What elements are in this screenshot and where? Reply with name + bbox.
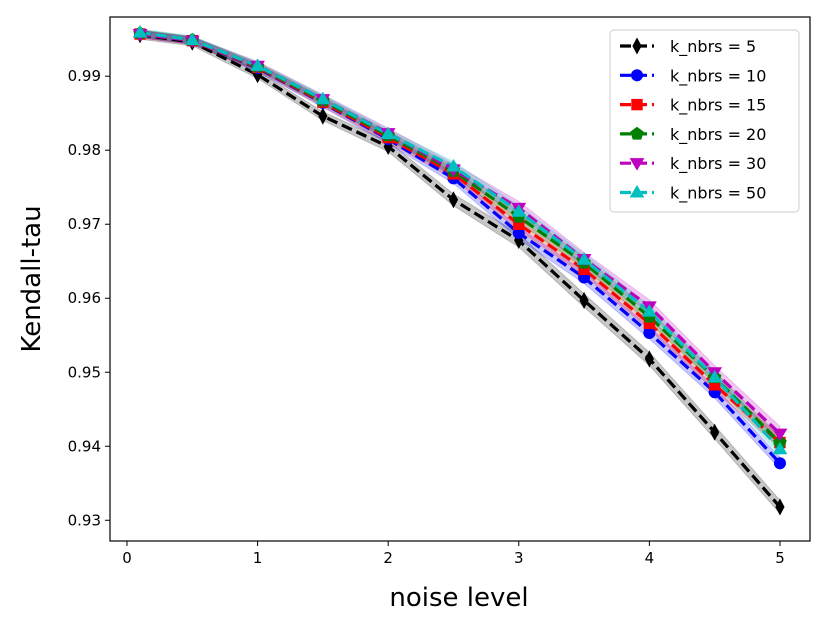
- data-point: [446, 159, 461, 172]
- legend-label: k_nbrs = 50: [670, 184, 766, 204]
- data-point: [775, 498, 785, 516]
- data-point: [511, 204, 527, 217]
- series-band-5: [139, 28, 781, 457]
- data-point: [710, 423, 720, 441]
- series-markers: [132, 25, 788, 516]
- data-point: [644, 350, 654, 368]
- legend-label: k_nbrs = 5: [670, 37, 756, 57]
- legend-frame: [609, 29, 800, 213]
- x-axis-label: noise level: [389, 583, 528, 613]
- data-point: [318, 107, 328, 125]
- legend-marker: [631, 98, 643, 111]
- plot-frame: [109, 16, 811, 542]
- legend: k_nbrs = 5 k_nbrs = 10 k_nbrs = 15 k_nbrs =…: [609, 29, 800, 213]
- legend-label: k_nbrs = 30: [670, 154, 766, 174]
- x-tick-label: 5: [775, 549, 785, 567]
- legend-marker: [630, 69, 644, 82]
- data-point: [448, 191, 459, 209]
- data-point: [132, 25, 148, 38]
- y-tick-label: 0.99: [68, 67, 101, 85]
- data-point: [773, 457, 786, 470]
- y-axis-ticks: 0.93 0.94 0.95 0.96 0.97 0.98 0.99: [68, 67, 110, 529]
- data-point: [576, 252, 592, 265]
- x-tick-label: 4: [645, 549, 655, 567]
- data-point: [643, 327, 656, 340]
- y-tick-label: 0.96: [68, 289, 101, 307]
- legend-label: k_nbrs = 10: [670, 66, 766, 86]
- data-point: [315, 91, 331, 105]
- y-tick-label: 0.95: [68, 363, 101, 381]
- legend-marker: [629, 158, 645, 171]
- data-point: [579, 291, 589, 309]
- data-point: [772, 441, 788, 455]
- x-tick-label: 3: [514, 549, 524, 567]
- legend-label: k_nbrs = 15: [670, 96, 766, 116]
- y-tick-label: 0.93: [68, 511, 101, 529]
- y-tick-label: 0.97: [68, 215, 101, 233]
- legend-label: k_nbrs = 20: [670, 125, 766, 145]
- data-point: [380, 126, 396, 139]
- data-point: [641, 304, 657, 317]
- data-point: [250, 58, 265, 71]
- y-tick-label: 0.98: [68, 141, 101, 159]
- x-axis-ticks: 0 1 2 3 4 5: [122, 541, 785, 567]
- y-axis-label: Kendall-tau: [17, 205, 47, 352]
- legend-marker: [630, 126, 644, 140]
- legend-marker: [629, 185, 645, 198]
- x-tick-label: 0: [122, 549, 132, 567]
- data-point: [184, 32, 200, 45]
- data-point: [707, 369, 723, 383]
- data-point: [772, 428, 788, 442]
- x-tick-label: 2: [383, 549, 393, 567]
- y-tick-label: 0.94: [68, 437, 101, 455]
- x-tick-label: 1: [253, 549, 263, 567]
- legend-marker: [632, 37, 642, 55]
